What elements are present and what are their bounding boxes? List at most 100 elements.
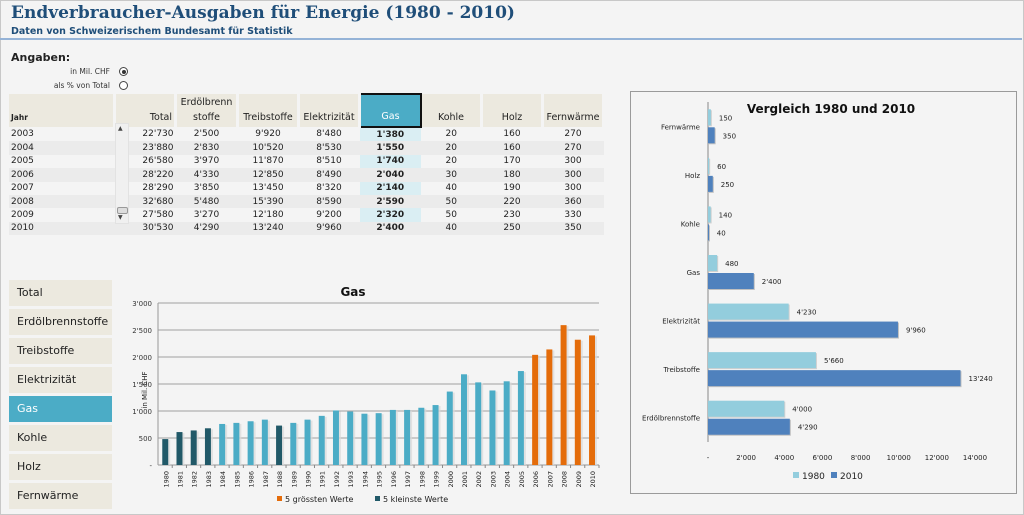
cell-erdoel: 4'290: [175, 221, 238, 236]
col-header-holz[interactable]: Holz: [481, 94, 544, 127]
cell-elektrizitaet: 8'590: [298, 194, 360, 209]
col-header-kohle[interactable]: Kohle: [421, 94, 483, 127]
bar-1997: [404, 409, 411, 465]
legend-swatch-smallest: [375, 496, 380, 501]
x-tick-label: 6'000: [813, 454, 833, 462]
bar-2006: [532, 354, 539, 465]
x-tick-label: 4'000: [774, 454, 794, 462]
cell-treibstoffe: 12'180: [252, 210, 284, 221]
x-tick-label: 1985: [233, 471, 241, 488]
cell-holz: 220: [481, 194, 543, 209]
x-tick-label: 2009: [575, 471, 583, 488]
cell-holz: 160: [503, 129, 521, 140]
cell-total: 26'580: [142, 156, 174, 167]
data-label-2010: 350: [723, 132, 736, 140]
scroll-down-icon[interactable]: ▼: [118, 214, 123, 221]
bar-1992: [332, 410, 339, 465]
option-label-chf: in Mil. CHF: [70, 67, 110, 76]
cell-gas: 2'040: [359, 168, 421, 182]
radio-chf[interactable]: [119, 67, 128, 76]
col-header-total[interactable]: Total: [114, 94, 177, 127]
cell-total: 28'290: [142, 183, 174, 194]
menu-item-kohle[interactable]: Kohle: [9, 425, 112, 451]
menu-item-erdoelbrennstoffe[interactable]: Erdölbrennstoffe: [9, 309, 112, 335]
col-header-erdoel[interactable]: Erdölbrenn stoffe: [175, 94, 239, 127]
cell-holz: 250: [481, 221, 543, 236]
col-header-gas[interactable]: Gas: [358, 93, 422, 128]
bar-shadow: [709, 158, 711, 175]
col-header-jahr: Jahr: [9, 94, 116, 127]
col-header-treibstoffe[interactable]: Treibstoffe: [237, 94, 300, 127]
data-label-2010: 4'290: [798, 424, 818, 432]
cell-treibstoffe: 12'850: [237, 168, 299, 182]
menu-item-fernwaerme[interactable]: Fernwärme: [9, 483, 112, 509]
cell-elektrizitaet: 8'530: [298, 141, 360, 155]
bar-1980-Holz: [708, 157, 710, 174]
cell-jahr: 2004: [9, 141, 115, 155]
col-header-elektrizitaet[interactable]: Elektrizität: [298, 94, 361, 127]
category-label: Fernwärme: [661, 123, 700, 131]
cell-holz: 190: [503, 183, 521, 194]
table-row: 2007 28'290 3'850 13'450 8'320 2'140 40 190 300: [9, 181, 604, 195]
bar-1990: [304, 419, 311, 465]
legend-label-2010: 2010: [840, 472, 863, 482]
x-tick-label: 1997: [404, 471, 412, 488]
cell-kohle: 20: [445, 156, 457, 167]
table-header-row: Jahr Total Erdölbrenn stoffe Treibstoffe …: [9, 93, 605, 128]
chart-title: Vergleich 1980 und 2010: [747, 102, 915, 116]
cell-total: 23'880: [114, 141, 176, 155]
cell-elektrizitaet: 8'490: [298, 168, 360, 182]
cell-elektrizitaet: 8'320: [316, 183, 342, 194]
x-tick-label: -: [707, 454, 710, 462]
col-header-fernwaerme[interactable]: Fernwärme: [542, 94, 605, 127]
menu-item-gas[interactable]: Gas: [9, 396, 112, 422]
cell-erdoel: 3'970: [193, 156, 220, 167]
menu-item-holz[interactable]: Holz: [9, 454, 112, 480]
x-tick-label: 2004: [504, 471, 512, 488]
cell-treibstoffe: 9'920: [255, 129, 281, 140]
data-label-1980: 140: [719, 211, 732, 219]
bar-2001: [461, 374, 467, 465]
bar-1988: [276, 425, 283, 465]
cell-total: 22'730: [142, 129, 174, 140]
category-label: Gas: [687, 269, 701, 277]
cell-total: 30'530: [114, 221, 176, 236]
bar-1980-Elektrizität: [708, 303, 789, 320]
data-label-1980: 150: [719, 114, 732, 122]
page-title: Endverbraucher-Ausgaben für Energie (198…: [11, 3, 515, 23]
cell-erdoel: 2'830: [175, 141, 238, 155]
cell-elektrizitaet: 9'960: [298, 221, 360, 236]
menu-item-elektrizitaet[interactable]: Elektrizität: [9, 367, 112, 393]
bar-2004: [503, 381, 510, 465]
scroll-thumb[interactable]: [117, 207, 128, 214]
cell-fernwaerme: 300: [564, 183, 582, 194]
bar-1985: [233, 422, 240, 465]
table-row: 2003 22'730 2'500 9'920 8'480 1'380 20 160 270: [9, 127, 604, 142]
x-tick-label: 1989: [290, 471, 298, 488]
menu-item-total[interactable]: Total: [9, 280, 112, 306]
scroll-up-icon[interactable]: ▲: [118, 125, 123, 132]
cell-jahr: 2006: [9, 168, 115, 182]
data-label-1980: 4'230: [797, 309, 817, 317]
data-label-2010: 2'400: [762, 278, 782, 286]
cell-treibstoffe: 13'240: [237, 221, 299, 236]
y-tick-label: -: [149, 462, 152, 470]
bar-2005: [517, 371, 524, 465]
cell-fernwaerme: 350: [542, 221, 604, 236]
x-tick-label: 1994: [361, 471, 369, 488]
x-tick-label: 1982: [191, 471, 199, 488]
year-scrollbar[interactable]: ▲ ▼: [115, 123, 129, 224]
x-tick-label: 2003: [489, 471, 497, 488]
x-tick-label: 2006: [532, 471, 540, 488]
radio-percent[interactable]: [119, 81, 128, 90]
x-tick-label: 2007: [546, 471, 554, 488]
cell-kohle: 50: [445, 210, 457, 221]
cell-total: 28'220: [114, 168, 176, 182]
bar-1995: [375, 413, 382, 465]
cell-gas: 2'140: [359, 181, 421, 195]
menu-item-treibstoffe[interactable]: Treibstoffe: [9, 338, 112, 364]
cell-kohle: 30: [421, 168, 482, 182]
cell-gas: 2'320: [359, 208, 421, 222]
x-tick-label: 1987: [262, 471, 270, 488]
category-menu: Total Erdölbrennstoffe Treibstoffe Elekt…: [9, 280, 112, 512]
